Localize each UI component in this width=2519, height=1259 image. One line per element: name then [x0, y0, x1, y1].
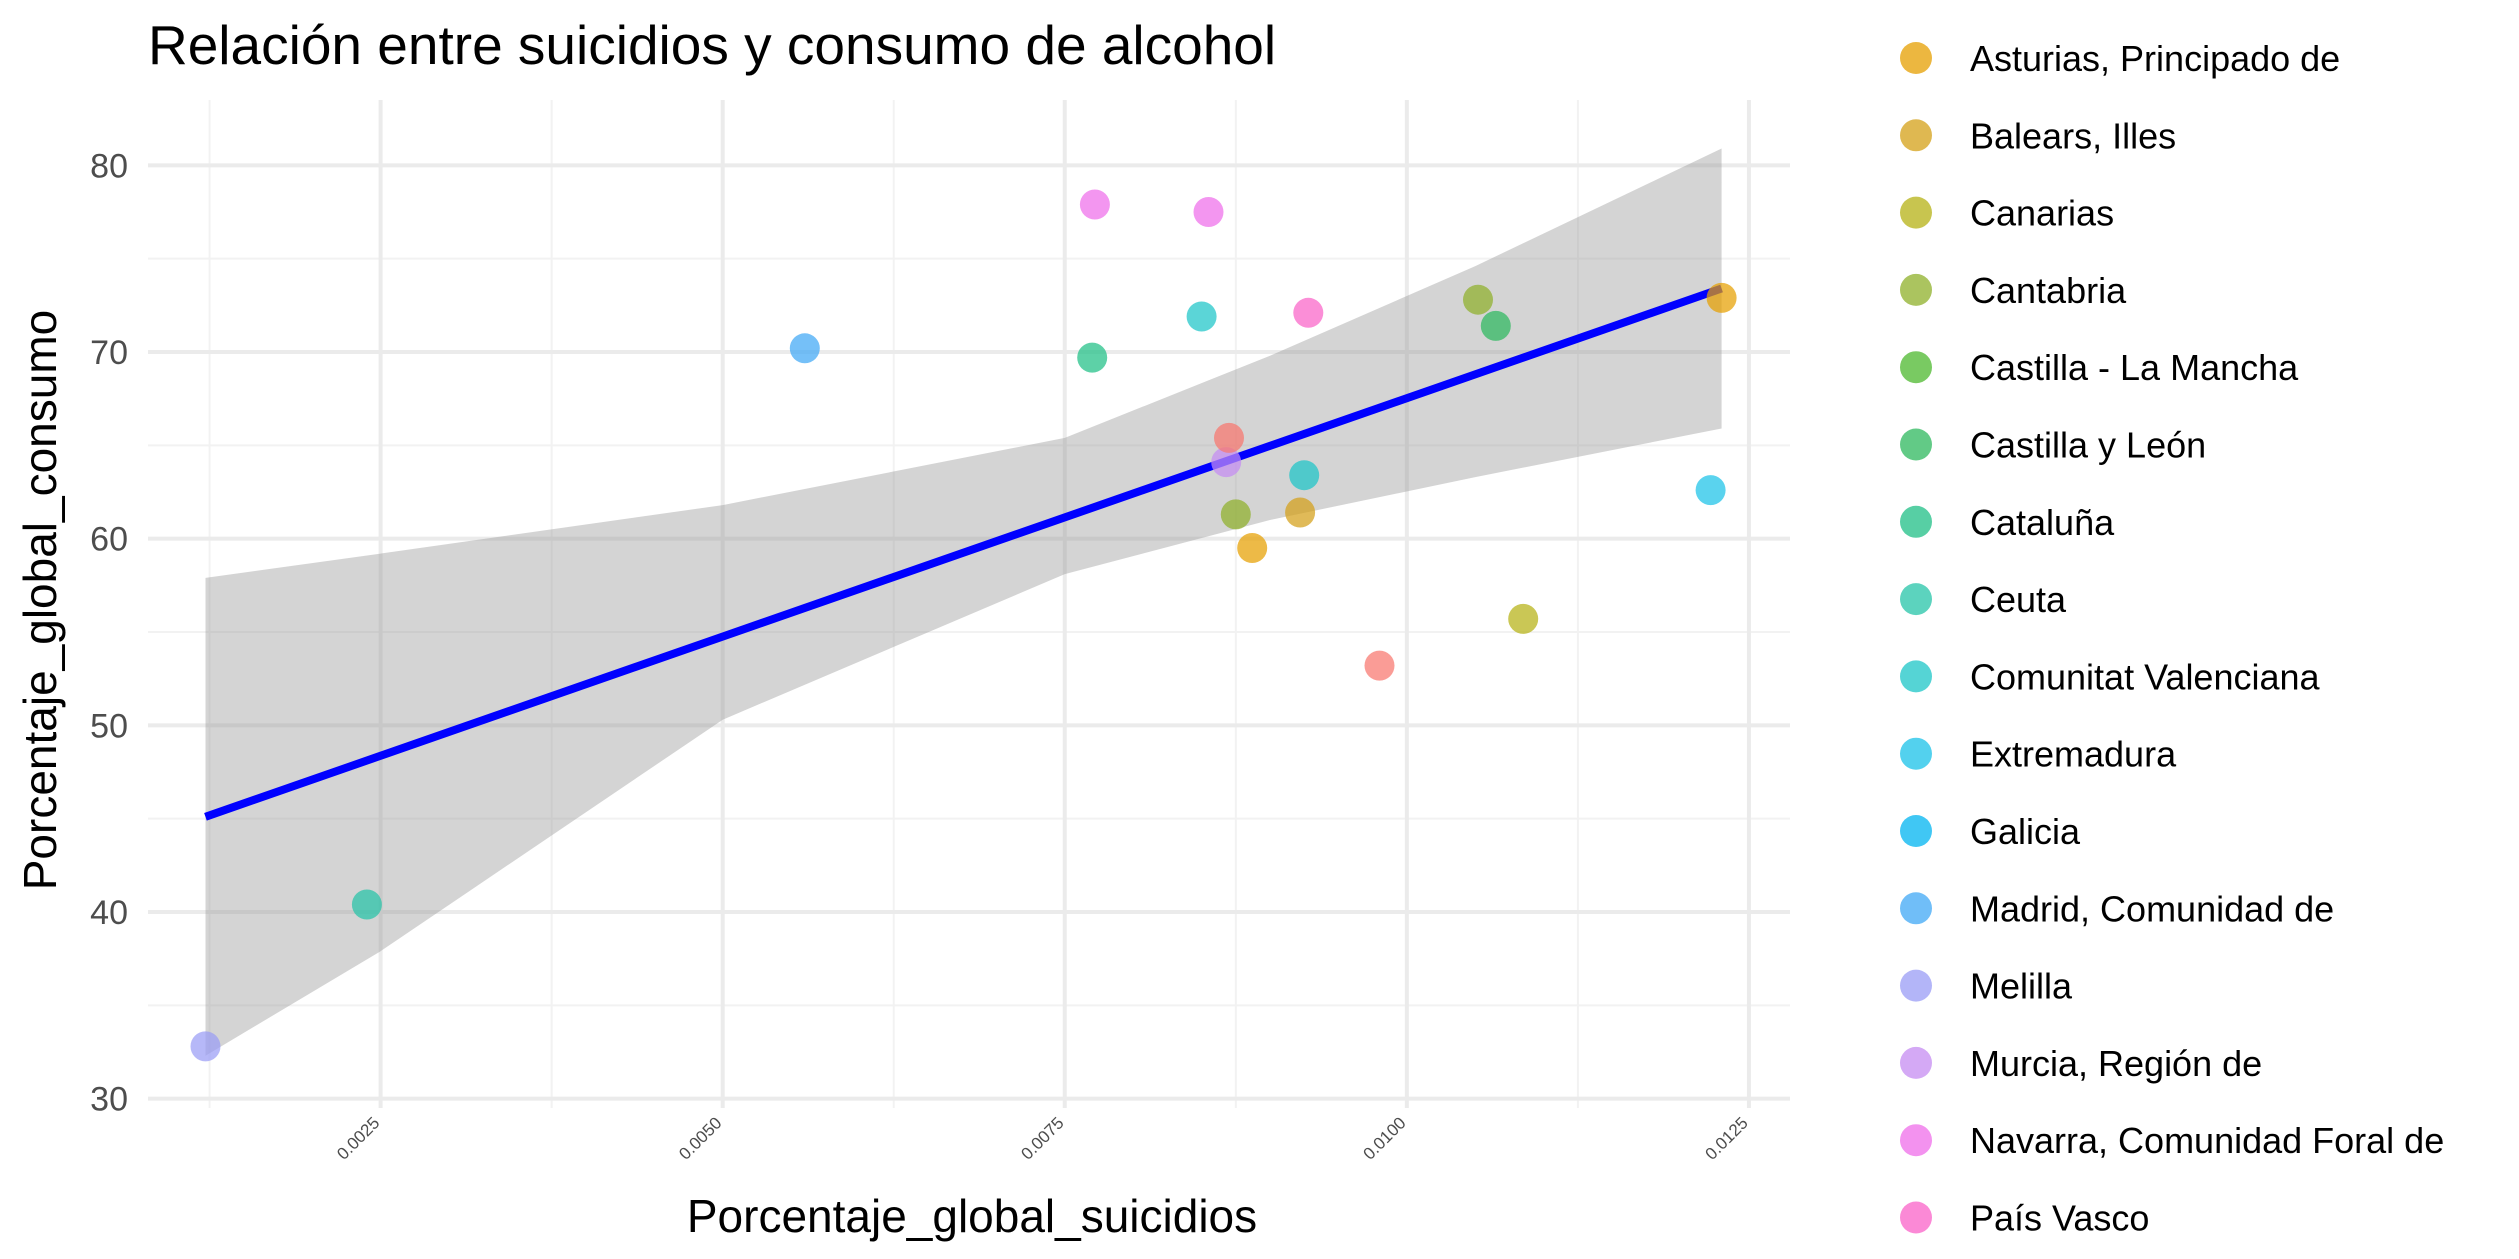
legend-key: [1900, 583, 1932, 616]
legend-label: Murcia, Región de: [1970, 1043, 2262, 1084]
data-point: [1193, 197, 1224, 227]
data-point: [1220, 499, 1251, 530]
legend-label: Asturias, Principado de: [1970, 38, 2340, 79]
data-point: [1186, 301, 1217, 332]
confidence-band: [205, 148, 1722, 1056]
y-tick-label: 40: [90, 894, 128, 932]
legend-key: [1900, 892, 1932, 925]
y-tick-label: 50: [90, 707, 128, 745]
x-tick-label: 0.0075: [1017, 1113, 1067, 1163]
data-point: [1364, 650, 1395, 681]
legend-key: [1900, 505, 1932, 538]
legend-key: [1900, 1201, 1932, 1234]
data-point: [1695, 475, 1726, 506]
legend-key: [1900, 119, 1932, 152]
data-point: [1463, 284, 1493, 315]
data-point: [1079, 189, 1110, 220]
legend-label: Castilla y León: [1970, 425, 2206, 466]
legend-key: [1900, 660, 1932, 693]
y-tick-label: 30: [90, 1081, 128, 1119]
x-tick-label: 0.0050: [675, 1113, 725, 1163]
data-point: [351, 889, 382, 920]
x-tick-label: 0.0025: [333, 1113, 383, 1163]
trend-line-layer: [204, 284, 1723, 821]
legend-label: País Vasco: [1970, 1198, 2149, 1239]
y-axis-title: Porcentaje_global_consumo: [14, 310, 66, 891]
x-axis-title: Porcentaje_global_suicidios: [687, 1190, 1257, 1242]
data-point: [190, 1031, 221, 1062]
legend-label: Castilla - La Mancha: [1970, 347, 2299, 388]
legend-key: [1900, 196, 1932, 229]
legend-label: Cantabria: [1970, 270, 2127, 311]
y-tick-label: 70: [90, 334, 128, 372]
legend-key: [1900, 42, 1932, 74]
x-tick-label: 0.0125: [1702, 1113, 1752, 1163]
legend-label: Extremadura: [1970, 734, 2177, 775]
grid: [148, 100, 1790, 1108]
data-point: [789, 333, 820, 364]
legend-label: Cataluña: [1970, 502, 2115, 543]
y-tick-label: 60: [90, 521, 128, 559]
legend-key: [1900, 1046, 1932, 1079]
legend-label: Balears, Illes: [1970, 115, 2176, 156]
confidence-band-layer: [205, 148, 1722, 1056]
legend-key: [1900, 428, 1932, 461]
legend-label: Ceuta: [1970, 579, 2067, 620]
y-axis-ticks: 30 40 50 60 70 80: [90, 147, 128, 1118]
legend-key: [1900, 1124, 1932, 1157]
data-point: [1237, 533, 1268, 563]
x-tick-label: 0.0100: [1360, 1113, 1410, 1163]
x-axis-ticks: 0.0025 0.0050 0.0075 0.0100 0.0125: [333, 1113, 1752, 1163]
chart-title: Relación entre suicidios y consumo de al…: [148, 14, 1276, 76]
data-point: [1293, 297, 1324, 328]
legend-key: [1900, 969, 1932, 1002]
data-point: [1214, 422, 1244, 453]
legend-key: [1900, 737, 1932, 770]
legend-label: Galicia: [1970, 811, 2081, 852]
data-point: [1289, 460, 1320, 491]
trend-line: [204, 284, 1723, 821]
legend: Asturias, Principado de Balears, Illes Can…: [1900, 38, 2444, 1239]
data-point: [1480, 310, 1511, 341]
legend-label: Melilla: [1970, 966, 2073, 1007]
data-point: [1508, 603, 1539, 634]
data-points: [190, 189, 1737, 1062]
data-point: [1285, 497, 1316, 528]
data-point: [1706, 282, 1737, 313]
legend-key: [1900, 273, 1932, 306]
legend-label: Canarias: [1970, 193, 2114, 234]
data-point: [1211, 447, 1242, 478]
legend-key: [1900, 815, 1932, 847]
legend-key: [1900, 351, 1932, 384]
legend-label: Navarra, Comunidad Foral de: [1970, 1120, 2444, 1161]
legend-label: Madrid, Comunidad de: [1970, 888, 2334, 929]
y-tick-label: 80: [90, 147, 128, 185]
legend-label: Comunitat Valenciana: [1970, 656, 2321, 697]
data-point: [1077, 342, 1108, 373]
